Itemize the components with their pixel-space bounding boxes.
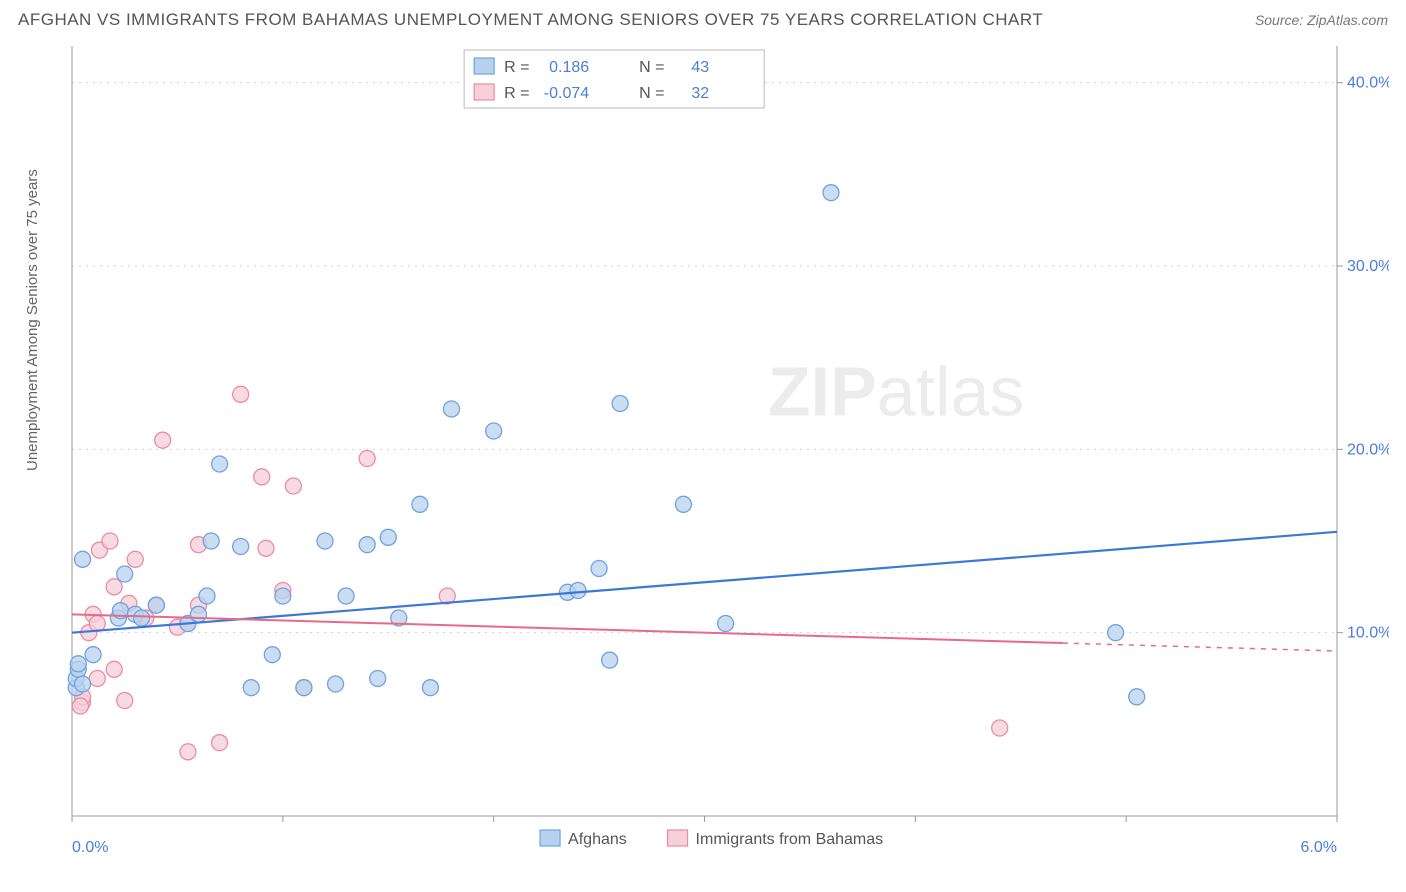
x-tick-label: 0.0% [72,839,108,856]
watermark: ZIPatlas [768,353,1025,431]
chart-svg: 10.0% 20.0% 30.0% 40.0% 0.0% 6.0% Unemployment… [17,36,1389,856]
legend-n-label: N = [639,59,664,76]
scatter-point [89,671,105,687]
scatter-point [370,671,386,687]
scatter-point [1129,689,1145,705]
y-axis-label: Unemployment Among Seniors over 75 years [24,169,41,471]
legend-n-label: N = [639,85,664,102]
scatter-point [718,616,734,632]
scatter-point [264,647,280,663]
scatter-point [155,432,171,448]
title-row: AFGHAN VS IMMIGRANTS FROM BAHAMAS UNEMPL… [0,0,1406,36]
scatter-point [359,451,375,467]
y-tick-label: 20.0% [1347,441,1389,458]
legend-n-value: 32 [691,85,709,102]
chart-title: AFGHAN VS IMMIGRANTS FROM BAHAMAS UNEMPL… [18,10,1043,30]
scatter-point [102,533,118,549]
chart-container: 10.0% 20.0% 30.0% 40.0% 0.0% 6.0% Unemployment… [17,36,1389,856]
scatter-point [117,566,133,582]
legend-r-value: -0.074 [544,85,589,102]
scatter-point [254,469,270,485]
scatter-point [992,720,1008,736]
scatter-point [72,698,88,714]
scatter-point [85,647,101,663]
legend-swatch [474,58,494,74]
scatter-point [275,588,291,604]
scatter-point [296,680,312,696]
scatter-point [328,676,344,692]
legend-swatch [668,830,688,846]
legend-r-value: 0.186 [549,59,589,76]
scatter-point [75,676,91,692]
svg-text:ZIPatlas: ZIPatlas [768,353,1025,431]
scatter-point [233,386,249,402]
y-tick-label: 30.0% [1347,258,1389,275]
scatter-point [570,583,586,599]
y-tick-label: 10.0% [1347,625,1389,642]
scatter-point [412,496,428,512]
scatter-point [258,540,274,556]
legend-n-value: 43 [691,59,709,76]
scatter-point [823,185,839,201]
scatter-point [422,680,438,696]
scatter-point [359,537,375,553]
scatter-point [1108,625,1124,641]
scatter-point [191,606,207,622]
scatter-point [106,661,122,677]
scatter-point [199,588,215,604]
scatter-point [444,401,460,417]
scatter-point [75,551,91,567]
y-tick-label: 40.0% [1347,75,1389,92]
legend-r-label: R = [504,85,529,102]
source-label: Source: ZipAtlas.com [1255,12,1388,28]
scatter-point [203,533,219,549]
scatter-point [486,423,502,439]
legend-swatch [540,830,560,846]
legend-swatch [474,84,494,100]
legend-r-label: R = [504,59,529,76]
scatter-point [134,610,150,626]
scatter-point [591,561,607,577]
scatter-point [70,656,86,672]
scatter-point [117,693,133,709]
scatter-point [612,396,628,412]
scatter-point [380,529,396,545]
scatter-point [212,735,228,751]
scatter-point [127,551,143,567]
scatter-point [602,652,618,668]
x-tick-label: 6.0% [1301,839,1337,856]
scatter-point [243,680,259,696]
legend-series-name: Immigrants from Bahamas [696,831,884,848]
trend-line [72,614,1063,643]
scatter-point [148,597,164,613]
scatter-point [317,533,333,549]
scatter-point [89,616,105,632]
scatter-point [212,456,228,472]
trend-line-extrapolated [1063,643,1337,651]
legend-series-name: Afghans [568,831,627,848]
scatter-point [338,588,354,604]
scatter-point [106,579,122,595]
scatter-point [180,744,196,760]
scatter-point [285,478,301,494]
scatter-point [675,496,691,512]
scatter-point [233,539,249,555]
